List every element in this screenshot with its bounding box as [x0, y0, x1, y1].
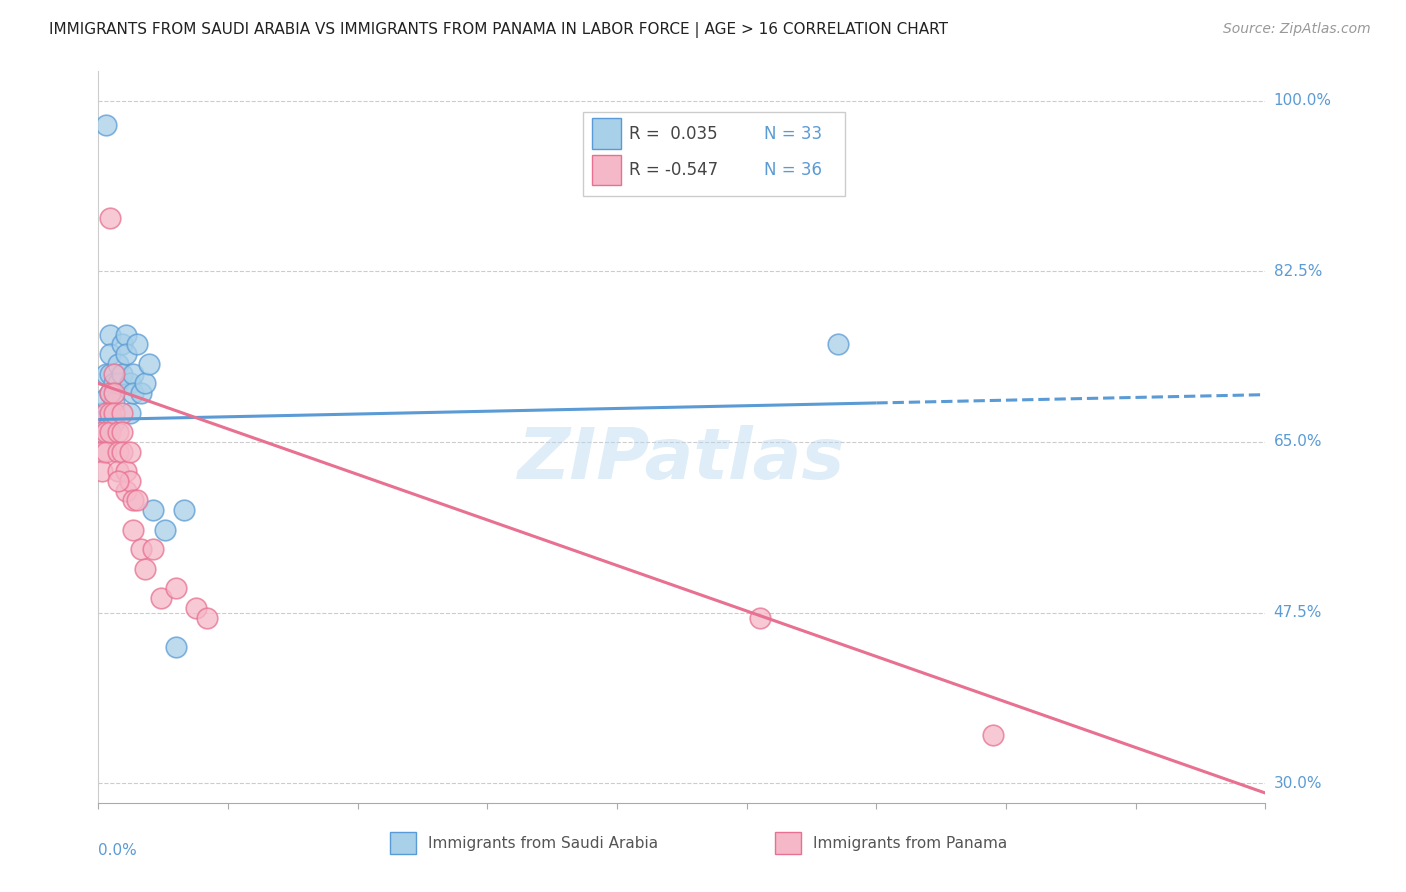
Text: ZIPatlas: ZIPatlas: [519, 425, 845, 493]
Point: [98, 347, 121, 361]
Text: N = 33: N = 33: [763, 125, 821, 143]
Point: [981, 727, 1004, 741]
Point: [153, 523, 176, 537]
Point: [98, 327, 121, 342]
Point: [96, 425, 118, 440]
Point: [827, 337, 849, 351]
Text: 30.0%: 30.0%: [1274, 776, 1322, 791]
FancyBboxPatch shape: [582, 112, 845, 195]
Point: [195, 610, 218, 624]
Point: [173, 503, 195, 517]
Bar: [592, 154, 621, 186]
Text: R =  0.035: R = 0.035: [630, 125, 718, 143]
Point: [114, 347, 136, 361]
Point: [96, 118, 118, 132]
Point: [111, 367, 134, 381]
Point: [111, 444, 134, 458]
Point: [118, 406, 141, 420]
Text: 0.0%: 0.0%: [98, 843, 138, 858]
Point: [122, 367, 145, 381]
Point: [98, 211, 121, 225]
Bar: [775, 832, 801, 854]
Point: [127, 337, 149, 351]
Bar: [391, 832, 416, 854]
Point: [98, 386, 121, 401]
Point: [111, 337, 134, 351]
Point: [96, 410, 118, 425]
Point: [107, 444, 129, 458]
Point: [118, 444, 141, 458]
Point: [165, 640, 187, 654]
Point: [91, 425, 114, 440]
Point: [96, 444, 118, 458]
Point: [96, 367, 118, 381]
Text: 82.5%: 82.5%: [1274, 264, 1322, 279]
Point: [184, 600, 207, 615]
Point: [134, 562, 156, 576]
Point: [91, 416, 114, 430]
Point: [127, 493, 149, 508]
Point: [98, 367, 121, 381]
Point: [98, 386, 121, 401]
Text: N = 36: N = 36: [763, 161, 821, 179]
Point: [96, 391, 118, 405]
Point: [149, 591, 172, 605]
Point: [748, 610, 770, 624]
Text: Immigrants from Saudi Arabia: Immigrants from Saudi Arabia: [427, 836, 658, 851]
Point: [91, 406, 114, 420]
Point: [118, 376, 141, 391]
Point: [138, 357, 160, 371]
Point: [103, 416, 125, 430]
Text: Source: ZipAtlas.com: Source: ZipAtlas.com: [1223, 22, 1371, 37]
Point: [107, 474, 129, 488]
Point: [107, 357, 129, 371]
Point: [103, 406, 125, 420]
Point: [129, 542, 152, 557]
Point: [122, 493, 145, 508]
Point: [98, 406, 121, 420]
Point: [129, 386, 152, 401]
Text: 100.0%: 100.0%: [1274, 93, 1331, 108]
Point: [142, 503, 165, 517]
Bar: [592, 118, 621, 149]
Point: [98, 425, 121, 440]
Point: [107, 425, 129, 440]
Point: [107, 464, 129, 478]
Point: [96, 406, 118, 420]
Point: [118, 474, 141, 488]
Text: 47.5%: 47.5%: [1274, 605, 1322, 620]
Point: [91, 425, 114, 440]
Point: [114, 483, 136, 498]
Point: [107, 376, 129, 391]
Point: [103, 367, 125, 381]
Point: [103, 386, 125, 401]
Text: 65.0%: 65.0%: [1274, 434, 1322, 450]
Point: [122, 523, 145, 537]
Point: [103, 396, 125, 410]
Point: [91, 444, 114, 458]
Text: IMMIGRANTS FROM SAUDI ARABIA VS IMMIGRANTS FROM PANAMA IN LABOR FORCE | AGE > 16: IMMIGRANTS FROM SAUDI ARABIA VS IMMIGRAN…: [49, 22, 948, 38]
Text: R = -0.547: R = -0.547: [630, 161, 718, 179]
Text: Immigrants from Panama: Immigrants from Panama: [813, 836, 1007, 851]
Point: [134, 376, 156, 391]
Point: [103, 376, 125, 391]
Point: [111, 406, 134, 420]
Point: [114, 327, 136, 342]
Point: [165, 581, 187, 595]
Point: [122, 386, 145, 401]
Point: [142, 542, 165, 557]
Point: [114, 464, 136, 478]
Point: [91, 464, 114, 478]
Point: [111, 425, 134, 440]
